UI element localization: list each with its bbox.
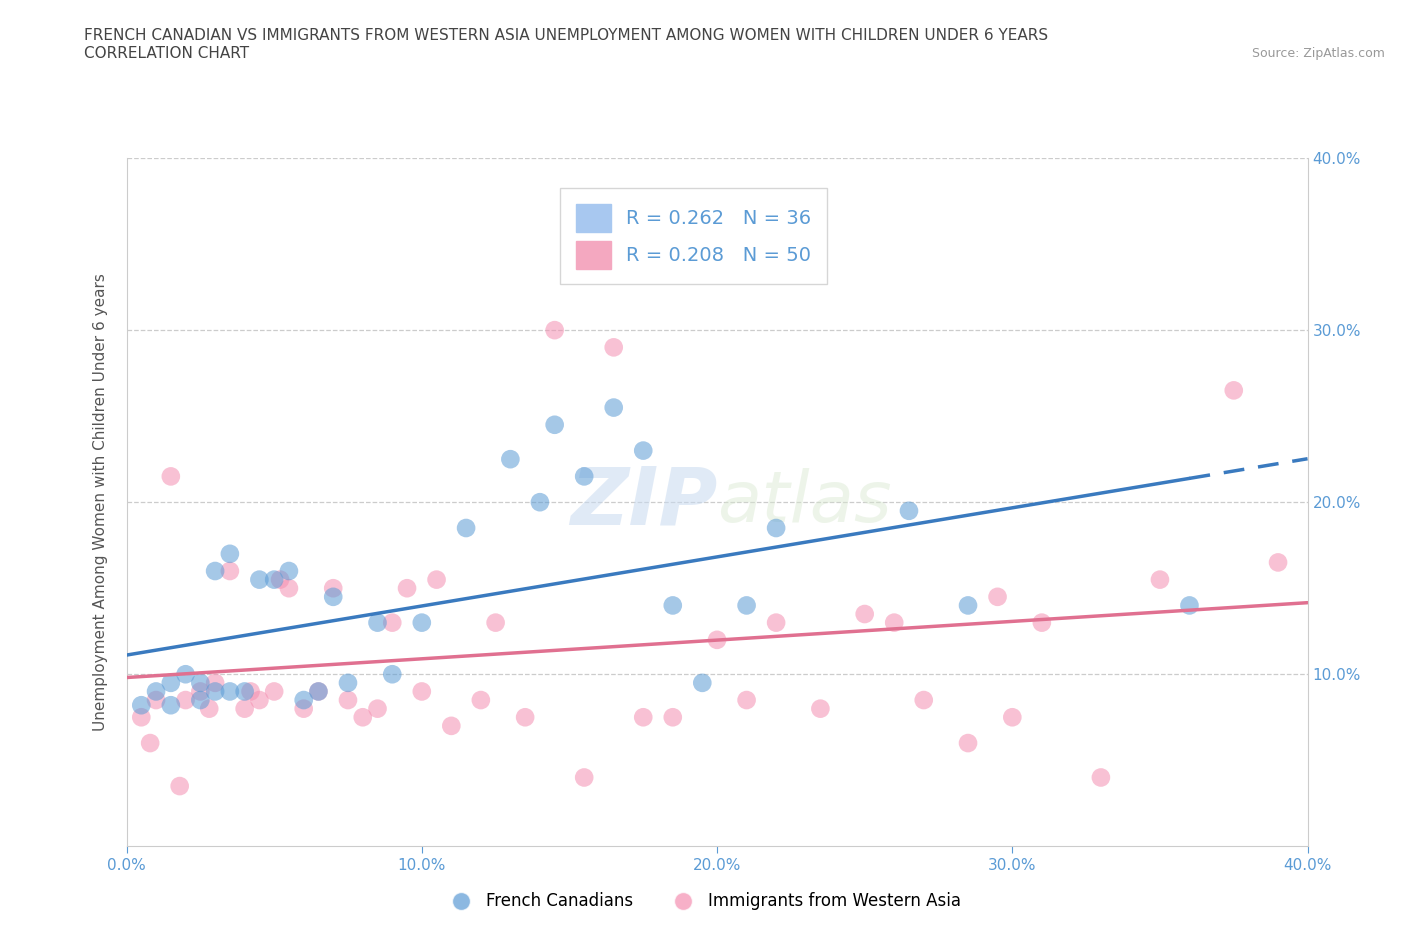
Point	[603, 400, 626, 415]
Point	[169, 778, 191, 793]
Point	[307, 684, 329, 699]
Point	[159, 675, 183, 690]
Point	[1267, 555, 1289, 570]
Point	[322, 580, 344, 596]
Point	[735, 693, 758, 708]
Point	[278, 564, 301, 578]
Point	[204, 564, 226, 578]
Point	[484, 616, 508, 631]
Point	[322, 590, 344, 604]
Point	[198, 701, 221, 716]
Point	[765, 616, 787, 631]
Legend: French Canadians, Immigrants from Western Asia: French Canadians, Immigrants from Wester…	[437, 885, 969, 917]
Point	[529, 495, 551, 510]
Point	[1031, 616, 1053, 631]
Point	[292, 701, 315, 716]
Point	[174, 693, 197, 708]
Point	[425, 572, 447, 587]
Point	[515, 710, 537, 724]
Point	[204, 675, 226, 690]
Point	[159, 698, 183, 712]
Point	[661, 598, 683, 613]
Point	[574, 770, 596, 785]
Point	[129, 710, 153, 724]
Text: CORRELATION CHART: CORRELATION CHART	[84, 46, 249, 61]
Point	[307, 684, 329, 699]
Point	[139, 736, 162, 751]
Point	[292, 693, 315, 708]
Point	[337, 675, 360, 690]
Point	[853, 606, 876, 621]
Point	[1222, 383, 1246, 398]
Text: atlas: atlas	[717, 468, 891, 537]
Point	[366, 701, 388, 716]
Point	[987, 590, 1010, 604]
Point	[883, 616, 905, 631]
Point	[810, 701, 832, 716]
Point	[219, 547, 242, 562]
Legend: R = 0.262   N = 36, R = 0.208   N = 50: R = 0.262 N = 36, R = 0.208 N = 50	[560, 189, 827, 285]
Point	[1001, 710, 1024, 724]
Point	[897, 503, 920, 518]
Point	[411, 616, 433, 631]
Point	[411, 684, 433, 699]
Point	[454, 521, 477, 536]
Point	[381, 667, 404, 682]
Point	[735, 598, 758, 613]
Point	[204, 684, 226, 699]
Point	[145, 693, 167, 708]
Point	[337, 693, 360, 708]
Point	[440, 719, 463, 734]
Point	[1149, 572, 1171, 587]
Point	[396, 580, 419, 596]
Point	[690, 675, 713, 690]
Point	[661, 710, 683, 724]
Point	[1178, 598, 1201, 613]
Point	[233, 701, 256, 716]
Text: FRENCH CANADIAN VS IMMIGRANTS FROM WESTERN ASIA UNEMPLOYMENT AMONG WOMEN WITH CH: FRENCH CANADIAN VS IMMIGRANTS FROM WESTE…	[84, 28, 1049, 43]
Point	[269, 572, 291, 587]
Point	[263, 684, 285, 699]
Point	[603, 340, 626, 355]
Point	[263, 572, 285, 587]
Point	[543, 323, 565, 338]
Point	[247, 572, 270, 587]
Point	[574, 469, 596, 484]
Y-axis label: Unemployment Among Women with Children Under 6 years: Unemployment Among Women with Children U…	[93, 273, 108, 731]
Point	[188, 684, 211, 699]
Text: ZIP: ZIP	[569, 463, 717, 541]
Point	[247, 693, 270, 708]
Point	[129, 698, 153, 712]
Point	[145, 684, 167, 699]
Point	[381, 616, 404, 631]
Point	[543, 418, 565, 432]
Point	[956, 598, 979, 613]
Point	[706, 632, 728, 647]
Point	[188, 693, 211, 708]
Point	[159, 469, 183, 484]
Point	[352, 710, 374, 724]
Point	[366, 616, 388, 631]
Point	[631, 710, 654, 724]
Text: Source: ZipAtlas.com: Source: ZipAtlas.com	[1251, 46, 1385, 60]
Point	[912, 693, 935, 708]
Point	[219, 564, 242, 578]
Point	[233, 684, 256, 699]
Point	[174, 667, 197, 682]
Point	[470, 693, 492, 708]
Point	[278, 580, 301, 596]
Point	[219, 684, 242, 699]
Point	[956, 736, 979, 751]
Point	[1090, 770, 1112, 785]
Point	[765, 521, 787, 536]
Point	[499, 452, 522, 467]
Point	[631, 444, 654, 458]
Point	[239, 684, 262, 699]
Point	[188, 675, 211, 690]
